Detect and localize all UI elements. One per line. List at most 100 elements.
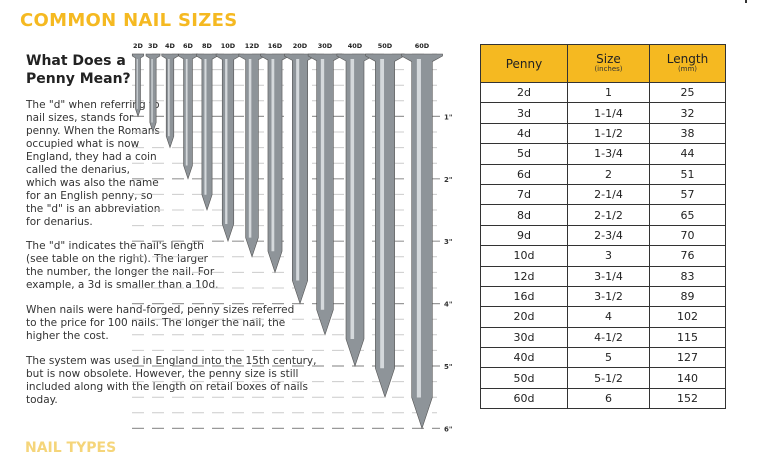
table-cell: 89 <box>649 285 726 308</box>
nail-label: 16D <box>268 42 283 50</box>
table-cell: 5-1/2 <box>567 367 650 389</box>
paragraph-price: When nails were hand-forged, penny sizes… <box>26 304 295 342</box>
table-cell: 1-1/2 <box>567 122 650 145</box>
table-row: 6d 2 51 <box>480 163 726 185</box>
table-cell: 30d <box>480 326 568 349</box>
section-heading: What Does a Penny Mean? <box>26 53 131 87</box>
header-unit: (mm) <box>677 65 698 73</box>
nail-label: 8D <box>202 42 213 50</box>
nail-2d <box>131 53 145 118</box>
corner-mark <box>745 0 747 3</box>
table-cell: 4-1/2 <box>567 326 650 349</box>
table-cell: 20d <box>480 306 568 328</box>
table-row: 50d 5-1/2 140 <box>480 367 726 389</box>
nail-label: 3D <box>148 42 159 50</box>
nail-label: 10D <box>221 42 236 50</box>
paragraph-length: The "d" indicates the nail's length (see… <box>26 240 219 291</box>
table-cell: 152 <box>649 387 726 410</box>
header-label: Penny <box>505 56 543 71</box>
ruler-label: 3" <box>444 238 453 246</box>
table-cell: 2-1/2 <box>567 204 650 226</box>
table-cell: 1 <box>567 81 650 104</box>
nail-60d <box>401 53 443 430</box>
table-cell: 127 <box>649 347 726 369</box>
table-cell: 102 <box>649 306 726 328</box>
nail-label: 50D <box>378 42 393 50</box>
table-cell: 4 <box>567 306 650 328</box>
table-cell: 3-1/4 <box>567 265 650 287</box>
table-cell: 2 <box>567 163 650 185</box>
ruler-label: 2" <box>444 176 453 184</box>
table-cell: 70 <box>649 224 726 247</box>
nail-label: 12D <box>245 42 260 50</box>
table-cell: 3 <box>567 245 650 267</box>
table-row: 12d 3-1/4 83 <box>480 265 726 287</box>
nail-size-table: Penny Size (inches) Length (mm) 2d 1 25 3d 1-1/4… <box>480 44 726 410</box>
table-cell: 60d <box>480 387 568 410</box>
table-cell: 32 <box>649 102 726 124</box>
column-header-length: Length (mm) <box>649 44 726 83</box>
header-label: Size <box>596 52 621 66</box>
table-cell: 2d <box>480 81 568 104</box>
paragraph-denarius: The "d" when referring to nail sizes, st… <box>26 99 161 228</box>
table-cell: 9d <box>480 224 568 247</box>
nail-label: 4D <box>165 42 176 50</box>
table-cell: 2-3/4 <box>567 224 650 247</box>
table-cell: 65 <box>649 204 726 226</box>
ruler-label: 6" <box>444 425 453 433</box>
column-header-penny: Penny <box>480 44 568 83</box>
table-cell: 6d <box>480 163 568 185</box>
ruler-label: 1" <box>444 113 453 121</box>
table-row: 5d 1-3/4 44 <box>480 143 726 165</box>
nail-label: 20D <box>293 42 308 50</box>
table-cell: 2-1/4 <box>567 183 650 206</box>
ruler-label: 5" <box>444 363 453 371</box>
table-cell: 115 <box>649 326 726 349</box>
table-cell: 76 <box>649 245 726 267</box>
table-row: 30d 4-1/2 115 <box>480 326 726 349</box>
nail-label: 2D <box>133 42 144 50</box>
table-row: 2d 1 25 <box>480 81 726 104</box>
table-row: 20d 4 102 <box>480 306 726 328</box>
nail-16d <box>260 53 290 274</box>
table-cell: 3d <box>480 102 568 124</box>
nail-3d <box>145 53 161 133</box>
table-cell: 4d <box>480 122 568 145</box>
table-cell: 140 <box>649 367 726 389</box>
table-cell: 3-1/2 <box>567 285 650 308</box>
table-cell: 51 <box>649 163 726 185</box>
table-cell: 38 <box>649 122 726 145</box>
nail-20d <box>284 53 316 305</box>
table-cell: 1-3/4 <box>567 143 650 165</box>
table-row: 40d 5 127 <box>480 347 726 369</box>
table-cell: 1-1/4 <box>567 102 650 124</box>
header-label: Length <box>666 52 709 66</box>
table-row: 4d 1-1/2 38 <box>480 122 726 145</box>
table-cell: 10d <box>480 245 568 267</box>
table-cell: 8d <box>480 204 568 226</box>
table-row: 9d 2-3/4 70 <box>480 224 726 247</box>
header-unit: (inches) <box>594 65 623 73</box>
nail-label: 40D <box>348 42 363 50</box>
table-cell: 5 <box>567 347 650 369</box>
table-cell: 6 <box>567 387 650 410</box>
table-cell: 16d <box>480 285 568 308</box>
paragraph-history: The system was used in England into the … <box>26 355 317 406</box>
table-row: 7d 2-1/4 57 <box>480 183 726 206</box>
table-row: 8d 2-1/2 65 <box>480 204 726 226</box>
table-cell: 12d <box>480 265 568 287</box>
nail-label: 6D <box>183 42 194 50</box>
table-cell: 44 <box>649 143 726 165</box>
table-cell: 50d <box>480 367 568 389</box>
table-row: 10d 3 76 <box>480 245 726 267</box>
nail-12d <box>238 53 266 258</box>
table-cell: 5d <box>480 143 568 165</box>
nail-4d <box>161 53 179 149</box>
table-row: 3d 1-1/4 32 <box>480 102 726 124</box>
table-cell: 25 <box>649 81 726 104</box>
nail-size-illustration: 1" 2" 3" 4" 5" 6" 2D 3D 4D 6D 8D 10D 12D 16D 20D 30D 40D… <box>131 42 453 433</box>
nail-label: 60D <box>415 42 430 50</box>
page-title: COMMON NAIL SIZES <box>20 10 238 31</box>
table-cell: 57 <box>649 183 726 206</box>
table-cell: 7d <box>480 183 568 206</box>
